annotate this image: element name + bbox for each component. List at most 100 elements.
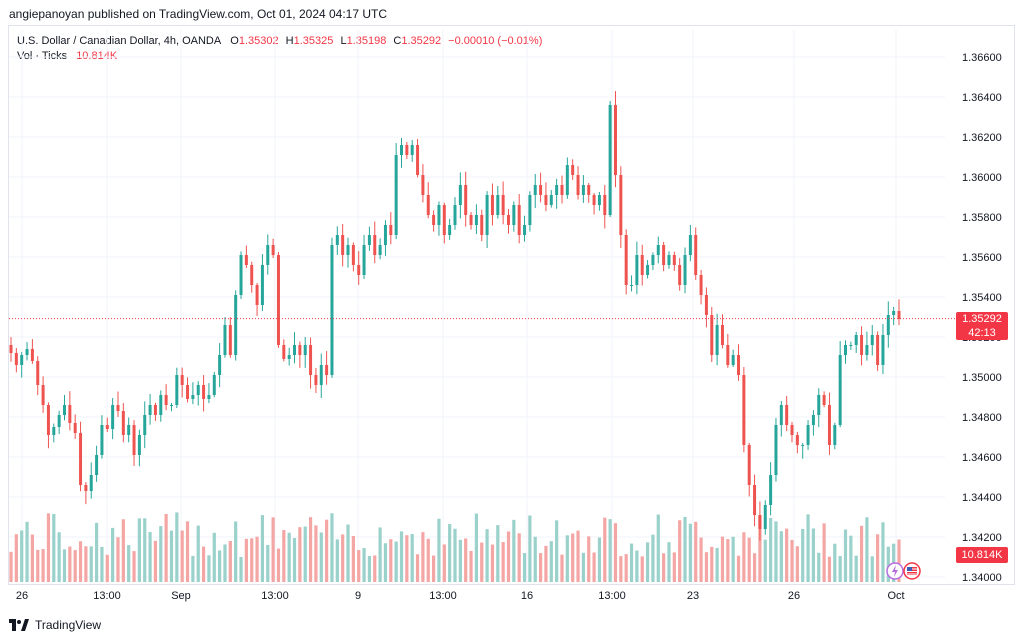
volume-bar [603, 517, 607, 582]
candle-body [196, 385, 200, 395]
candle-body [608, 105, 612, 215]
volume-bar [662, 553, 666, 582]
candle-body [833, 425, 837, 445]
volume-bar [351, 535, 355, 582]
volume-bar [651, 534, 655, 582]
volume-bar [303, 526, 307, 582]
candle-body [148, 405, 152, 415]
candle-body [886, 315, 890, 335]
volume-bar [694, 521, 698, 582]
candle-body [319, 365, 323, 385]
volume-bar [790, 539, 794, 582]
volume-bar [608, 519, 612, 582]
volume-bar [57, 532, 61, 582]
candle-body [576, 175, 580, 195]
volume-bar [36, 549, 40, 582]
candle-body [62, 405, 66, 415]
candle-body [844, 345, 848, 355]
candle-body [592, 195, 596, 205]
volume-bar [201, 546, 206, 582]
volume-bar [817, 552, 821, 582]
candle-body [838, 355, 842, 425]
price-tick-label: 1.35400 [962, 292, 1002, 304]
candle-body [416, 145, 420, 175]
time-tick-label: 26 [16, 590, 28, 602]
volume-bar [688, 523, 692, 582]
candle-body [212, 375, 216, 395]
candle-body [512, 205, 516, 225]
candle-body [710, 315, 714, 355]
candle-body [555, 185, 559, 195]
volume-bar [565, 535, 569, 582]
volume-bar [244, 538, 248, 582]
candle-body [822, 395, 826, 405]
candle-body [597, 195, 601, 205]
volume-bar [185, 521, 190, 582]
volume-bar [506, 531, 511, 582]
volume-bar [571, 533, 575, 582]
time-tick-label: Sep [171, 590, 191, 602]
volume-bar [116, 537, 120, 582]
candle-body [571, 165, 575, 175]
volume-bar [180, 530, 184, 582]
candle-body [357, 265, 361, 275]
volume-bar [544, 545, 548, 582]
footer-brand[interactable]: TradingView [9, 618, 101, 632]
volume-bar [587, 536, 591, 582]
volume-bar [870, 556, 874, 582]
volume-bar [373, 555, 377, 582]
volume-bar [330, 513, 334, 582]
candle-body [704, 295, 708, 315]
time-axis: 26 13:00 Sep 13:00 9 13:00 16 13:00 23 26 Oct [16, 590, 905, 602]
volume-bar [640, 556, 644, 582]
candle-body [362, 245, 366, 275]
bar-countdown-label: 42:13 [968, 326, 996, 339]
volume-bar [159, 526, 163, 582]
volume-bar [833, 543, 837, 582]
volume-bar [806, 514, 810, 582]
candle-body [720, 325, 724, 345]
volume-bar [30, 534, 34, 582]
candle-body [244, 255, 248, 265]
volume-bar [779, 531, 783, 582]
volume-bar [442, 544, 446, 582]
price-tick-label: 1.34400 [962, 492, 1002, 504]
candle-body [876, 335, 880, 365]
candle-body [36, 361, 40, 385]
event-flags[interactable] [886, 560, 926, 582]
volume-bar [827, 556, 832, 582]
candle-body [581, 185, 585, 195]
volume-bar [111, 527, 115, 582]
volume-bar [46, 513, 51, 582]
ohlc-legend: U.S. Dollar / Canadian Dollar, 4h, OANDA… [17, 35, 542, 47]
candle-body [271, 245, 275, 255]
volume-label[interactable]: Vol · Ticks [17, 50, 68, 62]
volume-bar [121, 519, 125, 582]
candle-body [635, 255, 639, 285]
candle-body [667, 255, 671, 265]
open-value: 1.35302 [238, 35, 279, 47]
candle-body [100, 425, 104, 455]
candle-body [207, 395, 211, 399]
volume-bar [94, 522, 99, 582]
time-tick-label: 13:00 [598, 590, 626, 602]
candle-body [9, 345, 13, 353]
volume-bar [528, 515, 532, 582]
candle-body [619, 175, 623, 235]
candle-body [105, 425, 109, 429]
volume-bar [308, 517, 313, 582]
symbol-name[interactable]: U.S. Dollar / Canadian Dollar, 4h, OANDA [17, 35, 222, 47]
volume-bar [678, 520, 682, 582]
candle-body [137, 435, 141, 455]
volume-bar [20, 530, 24, 582]
candle-body [817, 395, 821, 415]
price-tick-label: 1.36000 [962, 172, 1002, 184]
candle-body [715, 325, 719, 355]
candle-body [854, 335, 858, 345]
volume-bar [742, 532, 746, 582]
volume-bar [196, 525, 200, 582]
volume-bar [271, 517, 275, 582]
volume-bar [592, 552, 596, 582]
candle-body [325, 365, 329, 375]
